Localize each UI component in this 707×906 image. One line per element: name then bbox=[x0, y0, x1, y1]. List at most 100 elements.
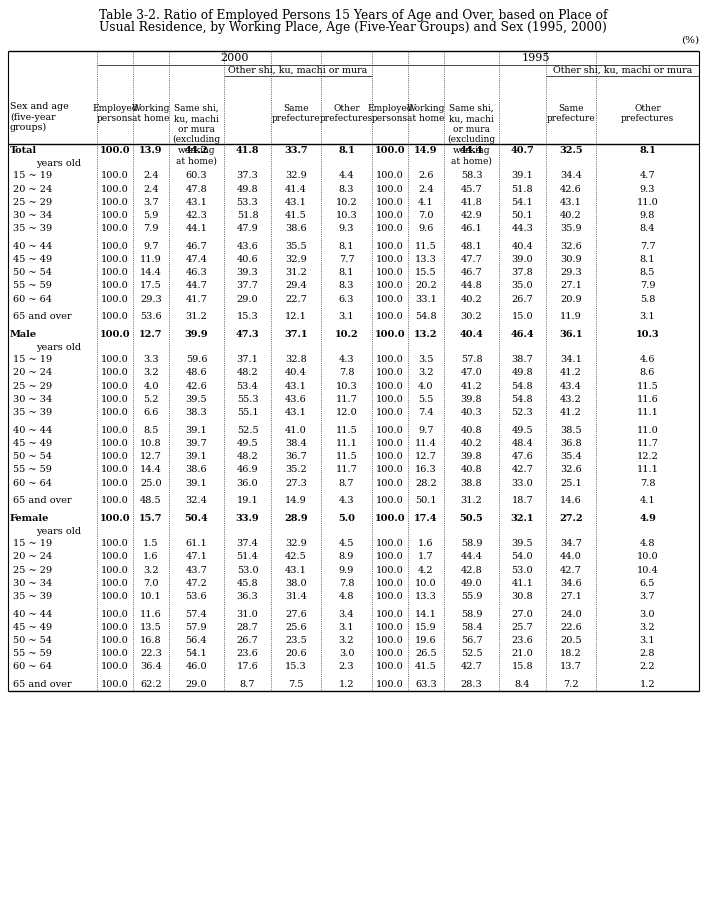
Text: 100.0: 100.0 bbox=[376, 650, 404, 658]
Text: Same
prefecture: Same prefecture bbox=[547, 104, 595, 123]
Text: 17.4: 17.4 bbox=[414, 514, 438, 523]
Text: 7.8: 7.8 bbox=[640, 478, 655, 487]
Text: 9.7: 9.7 bbox=[419, 426, 434, 435]
Text: 42.6: 42.6 bbox=[560, 185, 582, 194]
Text: 11.0: 11.0 bbox=[636, 426, 658, 435]
Text: 52.5: 52.5 bbox=[461, 650, 482, 658]
Text: 4.6: 4.6 bbox=[640, 355, 655, 364]
Text: 41.8: 41.8 bbox=[461, 198, 482, 207]
Text: 39.7: 39.7 bbox=[186, 439, 207, 448]
Text: 51.8: 51.8 bbox=[512, 185, 533, 194]
Text: 31.4: 31.4 bbox=[285, 592, 307, 601]
Text: 100.0: 100.0 bbox=[101, 610, 129, 619]
Text: 10.3: 10.3 bbox=[336, 211, 357, 220]
Text: 11.1: 11.1 bbox=[636, 408, 658, 417]
Text: 100.0: 100.0 bbox=[100, 330, 130, 339]
Text: 100.0: 100.0 bbox=[100, 146, 130, 155]
Text: 40 ~ 44: 40 ~ 44 bbox=[13, 610, 52, 619]
Text: 32.5: 32.5 bbox=[559, 146, 583, 155]
Text: Other shi, ku, machi or mura: Other shi, ku, machi or mura bbox=[228, 66, 368, 75]
Text: 4.8: 4.8 bbox=[339, 592, 354, 601]
Text: 3.3: 3.3 bbox=[144, 355, 159, 364]
Text: 100.0: 100.0 bbox=[376, 466, 404, 475]
Text: 47.4: 47.4 bbox=[185, 255, 207, 264]
Text: 5.8: 5.8 bbox=[640, 294, 655, 304]
Text: 6.6: 6.6 bbox=[144, 408, 158, 417]
Text: Working
at home: Working at home bbox=[407, 104, 445, 123]
Text: 3.7: 3.7 bbox=[144, 198, 159, 207]
Text: 22.3: 22.3 bbox=[140, 650, 162, 658]
Text: 37.1: 37.1 bbox=[237, 355, 259, 364]
Text: 27.2: 27.2 bbox=[559, 514, 583, 523]
Text: Table 3-2. Ratio of Employed Persons 15 Years of Age and Over, based on Place of: Table 3-2. Ratio of Employed Persons 15 … bbox=[99, 9, 607, 22]
Text: 100.0: 100.0 bbox=[376, 255, 404, 264]
Text: 54.1: 54.1 bbox=[512, 198, 533, 207]
Text: 48.2: 48.2 bbox=[237, 452, 258, 461]
Text: 30.2: 30.2 bbox=[461, 313, 482, 322]
Text: 35 ~ 39: 35 ~ 39 bbox=[13, 592, 52, 601]
Text: 29.3: 29.3 bbox=[140, 294, 162, 304]
Text: 39.1: 39.1 bbox=[186, 452, 207, 461]
Text: 26.5: 26.5 bbox=[415, 650, 437, 658]
Text: Sex and age
(five-year
groups): Sex and age (five-year groups) bbox=[10, 102, 69, 132]
Text: 20 ~ 24: 20 ~ 24 bbox=[13, 185, 52, 194]
Text: 100.0: 100.0 bbox=[376, 680, 404, 689]
Text: 15.9: 15.9 bbox=[415, 622, 437, 631]
Text: 3.1: 3.1 bbox=[640, 636, 655, 645]
Text: 4.0: 4.0 bbox=[144, 381, 159, 390]
Text: 35.2: 35.2 bbox=[285, 466, 307, 475]
Text: 28.9: 28.9 bbox=[284, 514, 308, 523]
Text: 38.5: 38.5 bbox=[560, 426, 582, 435]
Text: 61.1: 61.1 bbox=[186, 539, 207, 548]
Text: 3.2: 3.2 bbox=[418, 369, 434, 378]
Text: 8.7: 8.7 bbox=[240, 680, 255, 689]
Text: 46.7: 46.7 bbox=[186, 242, 207, 251]
Text: 7.8: 7.8 bbox=[339, 369, 354, 378]
Text: 50.4: 50.4 bbox=[185, 514, 209, 523]
Text: 36.7: 36.7 bbox=[285, 452, 307, 461]
Text: Female: Female bbox=[10, 514, 49, 523]
Text: 32.9: 32.9 bbox=[285, 539, 307, 548]
Text: 2000: 2000 bbox=[221, 53, 249, 63]
Text: 35.0: 35.0 bbox=[512, 282, 533, 291]
Text: 100.0: 100.0 bbox=[376, 565, 404, 574]
Text: 9.6: 9.6 bbox=[419, 224, 433, 233]
Text: 57.9: 57.9 bbox=[186, 622, 207, 631]
Text: 39.9: 39.9 bbox=[185, 330, 209, 339]
Text: 100.0: 100.0 bbox=[101, 224, 129, 233]
Text: 50.1: 50.1 bbox=[512, 211, 533, 220]
Text: 3.7: 3.7 bbox=[640, 592, 655, 601]
Text: 2.4: 2.4 bbox=[418, 185, 434, 194]
Text: 15.8: 15.8 bbox=[512, 662, 533, 671]
Text: 51.4: 51.4 bbox=[237, 553, 258, 562]
Text: 42.7: 42.7 bbox=[512, 466, 534, 475]
Text: Usual Residence, by Working Place, Age (Five-Year Groups) and Sex (1995, 2000): Usual Residence, by Working Place, Age (… bbox=[99, 21, 607, 34]
Text: 25 ~ 29: 25 ~ 29 bbox=[13, 198, 52, 207]
Text: 43.6: 43.6 bbox=[237, 242, 258, 251]
Text: 100.0: 100.0 bbox=[376, 439, 404, 448]
Text: 41.8: 41.8 bbox=[235, 146, 259, 155]
Text: 44.4: 44.4 bbox=[460, 553, 482, 562]
Text: 14.4: 14.4 bbox=[140, 466, 162, 475]
Text: 25 ~ 29: 25 ~ 29 bbox=[13, 381, 52, 390]
Text: 14.1: 14.1 bbox=[415, 610, 437, 619]
Text: 40.2: 40.2 bbox=[461, 294, 482, 304]
Text: 8.1: 8.1 bbox=[640, 255, 655, 264]
Text: 46.1: 46.1 bbox=[461, 224, 482, 233]
Text: 43.1: 43.1 bbox=[285, 198, 307, 207]
Text: 9.7: 9.7 bbox=[144, 242, 159, 251]
Text: 39.0: 39.0 bbox=[512, 255, 533, 264]
Text: 100.0: 100.0 bbox=[101, 650, 129, 658]
Text: 50 ~ 54: 50 ~ 54 bbox=[13, 636, 52, 645]
Text: 33.9: 33.9 bbox=[235, 514, 259, 523]
Text: 30 ~ 34: 30 ~ 34 bbox=[13, 579, 52, 588]
Text: 40.8: 40.8 bbox=[461, 426, 482, 435]
Text: 7.9: 7.9 bbox=[640, 282, 655, 291]
Text: 35.4: 35.4 bbox=[560, 452, 582, 461]
Text: 13.3: 13.3 bbox=[415, 592, 437, 601]
Text: Same shi,
ku, machi
or mura
(excluding
working
at home): Same shi, ku, machi or mura (excluding w… bbox=[448, 104, 496, 165]
Text: 40.4: 40.4 bbox=[285, 369, 307, 378]
Text: 100.0: 100.0 bbox=[101, 395, 129, 404]
Text: 100.0: 100.0 bbox=[376, 662, 404, 671]
Text: 50.1: 50.1 bbox=[415, 496, 437, 506]
